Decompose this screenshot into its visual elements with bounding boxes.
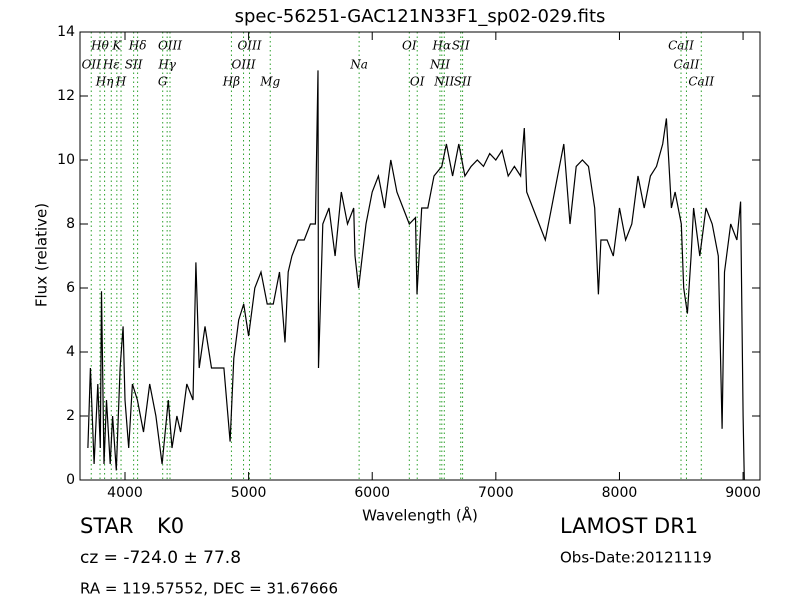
spectral-line-label: Hβ xyxy=(222,75,240,89)
coordinates: RA = 119.57552, DEC = 31.67666 xyxy=(80,580,338,598)
spectral-line-label: OII xyxy=(82,58,102,72)
spectral-line-label: CaII xyxy=(674,58,700,72)
spectral-line-label: OI xyxy=(410,75,425,89)
spectral-line-label: OI xyxy=(402,39,417,53)
spectral-line-label: K xyxy=(111,39,122,53)
y-tick-label: 4 xyxy=(66,344,75,360)
spectral-line-label: NII xyxy=(433,75,454,89)
subclass: K0 xyxy=(157,514,184,538)
spectral-line-label: SII xyxy=(452,39,470,53)
y-tick-label: 0 xyxy=(66,472,75,488)
y-tick-label: 6 xyxy=(66,280,75,296)
spectral-line-label: OIII xyxy=(237,39,261,53)
spectral-line-label: NII xyxy=(429,58,450,72)
x-tick-label: 8000 xyxy=(602,485,638,501)
spectral-line-label: G xyxy=(158,75,168,89)
chart-title: spec-56251-GAC121N33F1_sp02-029.fits xyxy=(235,6,606,27)
spectral-line-label: Na xyxy=(349,58,368,72)
y-tick-label: 12 xyxy=(57,88,75,104)
x-tick-label: 5000 xyxy=(231,485,267,501)
spectral-line-label: Hε xyxy=(102,58,120,72)
spectral-line-label: SII xyxy=(125,58,143,72)
spectral-line-label: H xyxy=(115,75,127,89)
spectral-line-label: OIII xyxy=(158,39,182,53)
y-axis-label: Flux (relative) xyxy=(33,203,51,307)
x-tick-label: 7000 xyxy=(478,485,514,501)
y-tick-label: 10 xyxy=(57,152,75,168)
spectral-line-label: SII xyxy=(454,75,472,89)
obs-date: Obs-Date:20121119 xyxy=(560,549,712,567)
spectral-line-label: Hθ xyxy=(90,39,109,53)
y-tick-label: 8 xyxy=(66,216,75,232)
plot-frame xyxy=(79,31,761,481)
object-class: STAR xyxy=(80,514,133,538)
redshift: cz = -724.0 ± 77.8 xyxy=(80,548,241,568)
spectral-line-label: Hδ xyxy=(128,39,147,53)
spectral-line-label: Mg xyxy=(259,75,280,89)
spectrum xyxy=(87,70,745,480)
x-axis-label: Wavelength (Å) xyxy=(362,506,478,525)
spectral-line-label: CaII xyxy=(668,39,694,53)
x-tick-label: 9000 xyxy=(725,485,761,501)
survey: LAMOST DR1 xyxy=(560,514,698,538)
y-tick-label: 2 xyxy=(66,408,75,424)
spectral-line-label: Hη xyxy=(95,75,114,89)
spectral-line-label: Hγ xyxy=(157,58,176,72)
x-tick-label: 4000 xyxy=(107,485,143,501)
x-tick-label: 6000 xyxy=(354,485,390,501)
spectral-line-label: CaII xyxy=(688,75,714,89)
y-tick-label: 14 xyxy=(57,24,75,40)
spectral-line-label: OIII xyxy=(232,58,256,72)
spectral-line-label: Hα xyxy=(432,39,452,53)
